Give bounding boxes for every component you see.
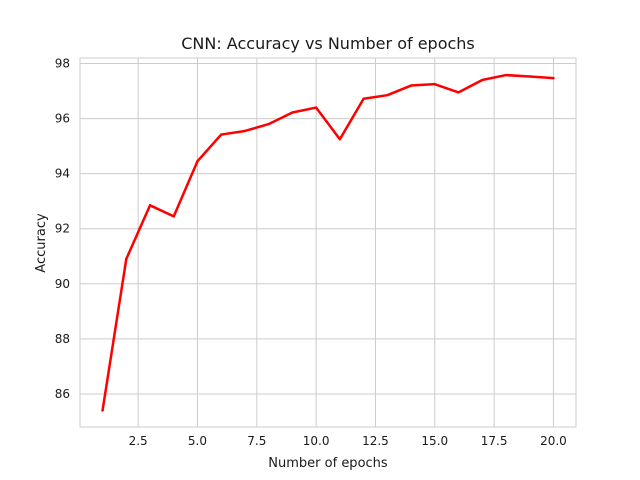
y-tick-label: 88	[55, 332, 70, 346]
data-point	[409, 84, 413, 87]
x-tick-label: 5.0	[188, 434, 207, 448]
data-point	[481, 78, 484, 82]
data-point	[196, 160, 199, 163]
x-tick-label: 2.5	[129, 434, 148, 448]
data-point	[148, 204, 152, 207]
data-point	[528, 75, 531, 78]
data-point	[125, 257, 128, 261]
grid-layer	[80, 58, 576, 427]
y-tick-label: 92	[55, 222, 70, 236]
data-point	[386, 93, 389, 97]
chart-title: CNN: Accuracy vs Number of epochs	[181, 34, 475, 53]
x-tick-label: 20.0	[540, 434, 567, 448]
y-tick-label: 94	[55, 167, 70, 181]
data-point	[457, 91, 460, 94]
series-line	[101, 73, 555, 412]
tick-layer: 2.5 5.0 7.5 10.0 12.5 15.0 17.5 20.0 86 88 90 92 94 9…	[55, 57, 567, 448]
x-tick-label: 10.0	[303, 434, 330, 448]
data-point	[172, 215, 175, 218]
y-axis-label: Accuracy	[34, 213, 49, 273]
x-tick-label: 12.5	[362, 434, 389, 448]
x-axis-label: Number of epochs	[268, 456, 388, 471]
data-point	[362, 97, 365, 100]
data-point	[267, 122, 270, 126]
y-tick-label: 90	[55, 277, 70, 291]
x-tick-label: 15.0	[421, 434, 448, 448]
data-point	[291, 111, 294, 114]
series-layer	[101, 73, 555, 412]
data-point	[504, 73, 508, 77]
y-tick-label: 86	[55, 387, 70, 401]
x-tick-label: 7.5	[247, 434, 266, 448]
data-point	[101, 409, 104, 412]
data-point	[314, 106, 318, 109]
data-point	[433, 82, 436, 86]
data-point	[552, 76, 555, 80]
y-tick-label: 96	[55, 112, 70, 126]
x-tick-label: 17.5	[481, 434, 508, 448]
plot-frame	[79, 57, 577, 428]
data-point	[220, 133, 223, 136]
y-tick-label: 98	[55, 57, 70, 71]
data-point	[243, 129, 247, 133]
data-point	[338, 138, 342, 141]
